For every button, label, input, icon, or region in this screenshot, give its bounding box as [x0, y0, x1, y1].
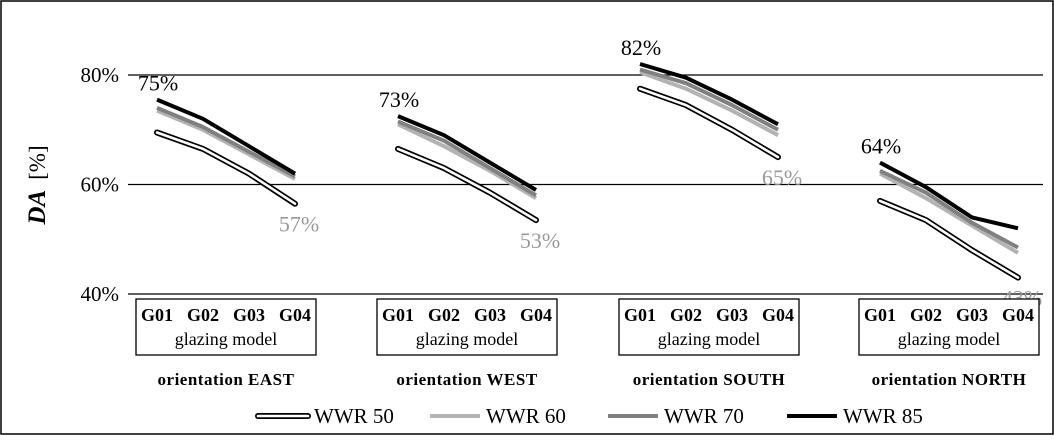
series-wwr-85-south	[639, 62, 779, 127]
x-tick-label: G01	[141, 305, 173, 325]
x-tick-label: G01	[382, 305, 414, 325]
glazing-box-north	[858, 298, 1040, 356]
series-lines	[154, 62, 1021, 281]
glazing-box-west	[376, 298, 558, 356]
glazing-model-caption: glazing model	[416, 329, 518, 349]
orientation-label-west: orientation WEST	[396, 370, 538, 389]
x-tick-label: G04	[520, 305, 552, 325]
y-tick-label: 40%	[81, 282, 120, 306]
data-label-min-west: 53%	[520, 228, 560, 253]
data-label-min-south: 65%	[762, 165, 802, 190]
glazing-model-caption: glazing model	[175, 329, 277, 349]
data-label-max-south: 82%	[621, 35, 661, 60]
series-wwr-60-north	[879, 171, 1020, 255]
y-axis-title: DA [%]	[24, 145, 51, 225]
x-tick-label: G02	[428, 305, 460, 325]
x-tick-label: G03	[233, 305, 265, 325]
x-tick-label: G02	[910, 305, 942, 325]
series-wwr-85-north	[879, 160, 1019, 231]
y-tick-label: 80%	[81, 63, 120, 87]
series-wwr-70-east	[156, 105, 296, 179]
x-tick-label: G03	[716, 305, 748, 325]
series-wwr-70-south	[639, 67, 779, 132]
x-tick-label: G02	[670, 305, 702, 325]
y-axis: 40% 60% 80% DA [%]	[24, 63, 119, 306]
legend-label-wwr-50: WWR 50	[314, 404, 394, 428]
legend: WWR 50 WWR 60 WWR 70 WWR 85	[255, 404, 923, 428]
glazing-box-east	[135, 298, 317, 356]
legend-label-wwr-70: WWR 70	[664, 404, 744, 428]
data-label-max-east: 75%	[138, 71, 178, 96]
x-tick-label: G04	[279, 305, 311, 325]
glazing-model-caption: glazing model	[658, 329, 760, 349]
x-tick-label: G03	[474, 305, 506, 325]
data-label-max-west: 73%	[379, 87, 419, 112]
series-wwr-85-east	[156, 97, 297, 176]
glazing-model-caption: glazing model	[898, 329, 1000, 349]
series-wwr-70-west	[397, 119, 538, 198]
legend-label-wwr-85: WWR 85	[843, 404, 923, 428]
series-wwr-60-east	[156, 108, 296, 181]
series-wwr-85-west	[397, 114, 538, 192]
x-tick-label: G03	[956, 305, 988, 325]
y-axis-title-main: DA	[24, 190, 51, 226]
x-tick-label: G04	[1002, 305, 1034, 325]
data-label-min-east: 57%	[279, 212, 319, 237]
orientation-label-east: orientation EAST	[158, 370, 295, 389]
series-wwr-60-south	[639, 70, 779, 137]
gridlines	[128, 74, 1043, 295]
x-tick-label: G04	[762, 305, 794, 325]
series-wwr-50-south	[638, 87, 780, 159]
x-tick-label: G02	[187, 305, 219, 325]
orientation-label-south: orientation SOUTH	[633, 370, 786, 389]
series-wwr-50-west	[396, 147, 538, 222]
series-wwr-50-north	[878, 199, 1020, 279]
series-wwr-70-north	[879, 168, 1019, 250]
y-tick-label: 60%	[81, 173, 120, 197]
y-axis-title-unit: [%]	[25, 145, 50, 179]
data-label-max-north: 64%	[861, 134, 901, 159]
orientation-label-north: orientation NORTH	[872, 370, 1027, 389]
glazing-box-south	[618, 298, 800, 356]
x-tick-label: G01	[864, 305, 896, 325]
series-wwr-60-west	[397, 122, 538, 200]
legend-label-wwr-60: WWR 60	[486, 404, 566, 428]
series-wwr-50-east	[155, 131, 297, 205]
x-tick-label: G01	[624, 305, 656, 325]
